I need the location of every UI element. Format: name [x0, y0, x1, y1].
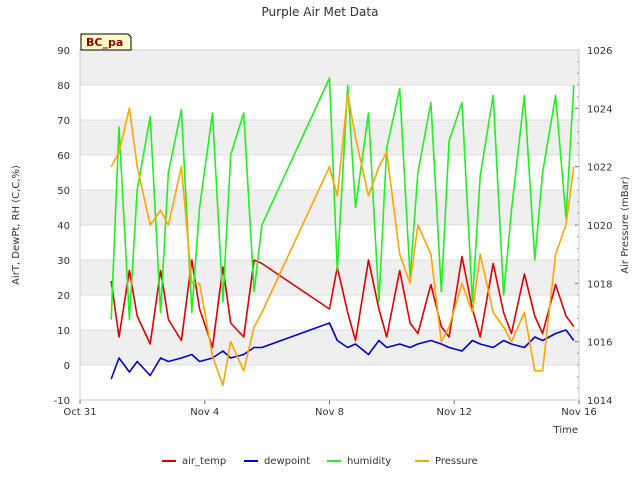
- legend: air_temp dewpoint humidity Pressure: [162, 456, 478, 467]
- right-y-tick-label: 1026: [587, 46, 612, 57]
- series-line-pressure: [110, 93, 575, 387]
- legend-label: dewpoint: [264, 456, 310, 467]
- x-tick-label: Nov 12: [437, 407, 472, 418]
- right-y-tick-label: 1014: [587, 396, 612, 407]
- left-y-axis: -10 0 10 20 30 40 50 60 70 80 90: [54, 46, 70, 407]
- left-y-tick-label: 60: [57, 151, 70, 162]
- legend-label: humidity: [347, 456, 391, 467]
- x-tick-label: Nov 8: [315, 407, 344, 418]
- left-y-tick-label: 30: [57, 256, 70, 267]
- left-y-tick-label: 50: [57, 186, 70, 197]
- right-y-axis-label: Air Pressure (mBar): [620, 176, 631, 274]
- series-lines: [110, 77, 575, 387]
- series-line-humidity: [110, 77, 575, 321]
- site-badge-label: BC_pa: [86, 36, 123, 49]
- series-line-dewpoint: [110, 322, 575, 380]
- right-y-tick-label: 1020: [587, 221, 612, 232]
- x-tick-label: Nov 16: [561, 407, 596, 418]
- right-y-tick-label: 1022: [587, 163, 612, 174]
- left-y-tick-label: 40: [57, 221, 70, 232]
- x-tick-label: Oct 31: [63, 407, 96, 418]
- legend-label: air_temp: [182, 456, 226, 467]
- left-y-tick-label: 20: [57, 291, 70, 302]
- left-y-tick-label: 10: [57, 326, 70, 337]
- right-y-axis: 1014 1016 1018 1020 1022 1024 1026: [575, 46, 612, 407]
- left-y-tick-label: 70: [57, 116, 70, 127]
- grid-band: [80, 120, 579, 155]
- grid-band: [80, 330, 579, 365]
- right-y-tick-label: 1018: [587, 279, 612, 290]
- left-y-tick-label: 0: [64, 361, 70, 372]
- x-tick-label: Nov 4: [190, 407, 219, 418]
- x-axis-label: Time: [553, 425, 578, 436]
- right-y-tick-label: 1024: [587, 104, 612, 115]
- left-y-tick-label: -10: [54, 396, 70, 407]
- left-y-tick-label: 80: [57, 81, 70, 92]
- legend-label: Pressure: [435, 456, 478, 467]
- grid-band: [80, 190, 579, 225]
- x-axis: Oct 31 Nov 4 Nov 8 Nov 12 Nov 16: [63, 400, 597, 418]
- site-badge: BC_pa: [80, 33, 132, 51]
- grid-bands: [80, 49, 579, 401]
- left-y-tick-label: 90: [57, 46, 70, 57]
- right-y-tick-label: 1016: [587, 338, 612, 349]
- plot-frame: [79, 49, 580, 401]
- chart-title: Purple Air Met Data: [262, 5, 379, 19]
- series-line-air-temp: [110, 255, 575, 349]
- left-y-axis-label: AirT, DewPt, RH (C,C,%): [11, 165, 22, 285]
